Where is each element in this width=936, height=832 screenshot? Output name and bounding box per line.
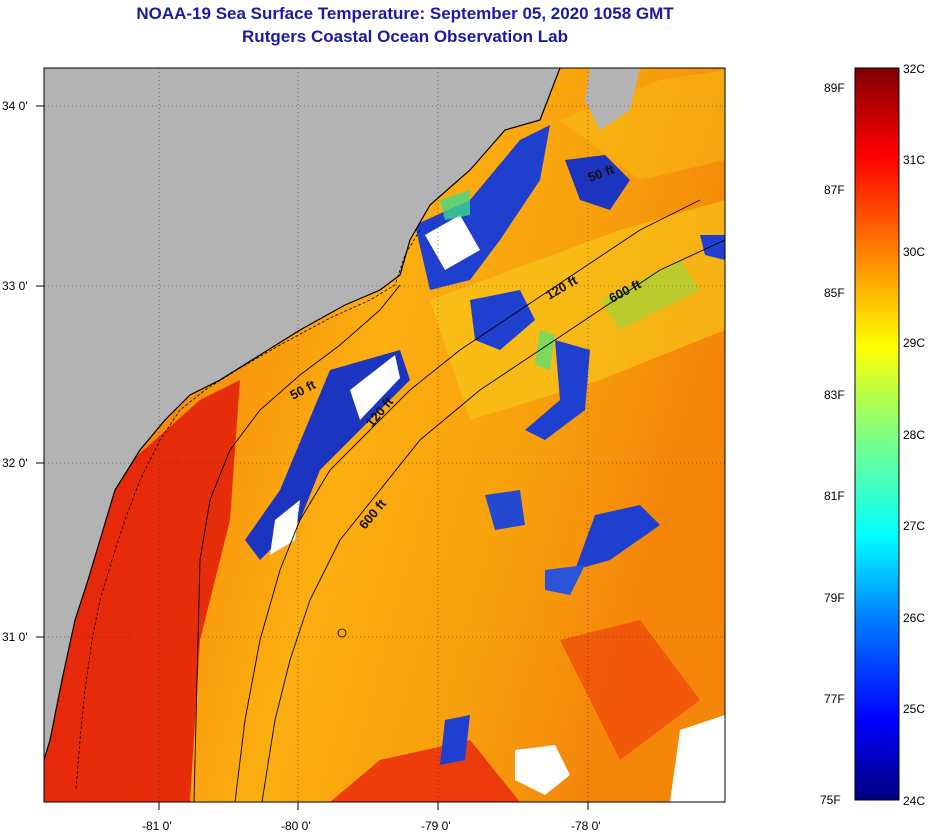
plot-frame [43,67,726,803]
colorbar-fahrenheit-label: 79F [824,591,845,605]
lon-tick-label: -81 0' [142,819,172,832]
contour-120ft [234,199,701,802]
colorbar-celsius-label: 25C [903,702,926,716]
lon-tick-label: -80 0' [281,819,311,832]
graticule [44,68,725,802]
colorbar-fahrenheit-label: 89F [824,81,845,95]
colorbar-fahrenheit-label: 83F [824,388,845,402]
coastline [44,68,561,761]
colorbar [854,67,900,801]
lon-tick-label: -78 0' [571,819,601,832]
colorbar-celsius-label: 27C [903,519,926,533]
colorbar-fahrenheit-label: 85F [824,286,845,300]
contour-50ft [193,284,401,802]
map-title: NOAA-19 Sea Surface Temperature: Septemb… [136,4,674,23]
lat-tick-label: 31 0' [2,630,28,644]
colorbar-celsius-label: 24C [903,794,926,808]
colorbar-fahrenheit-label: 81F [824,489,845,503]
colorbar-fahrenheit-label: 75F [820,793,841,807]
colorbar-celsius-label: 29C [903,336,926,350]
colorbar-celsius-label: 31C [903,153,926,167]
colorbar-celsius-label: 30C [903,245,926,259]
lat-tick-label: 33 0' [2,279,28,293]
colorbar-celsius-label: 26C [903,611,926,625]
lat-tick-label: 32 0' [2,456,28,470]
colorbar-celsius-label: 32C [903,62,926,76]
lon-tick-label: -79 0' [421,819,451,832]
colorbar-fahrenheit-label: 87F [824,183,845,197]
map-subtitle: Rutgers Coastal Ocean Observation Lab [242,27,568,46]
lat-tick-label: 34 0' [2,99,28,113]
warm-coastal-water [44,380,240,802]
colorbar-celsius-label: 28C [903,428,926,442]
land-mass [44,68,560,760]
contour-600ft [261,239,725,802]
colorbar-fahrenheit-label: 77F [824,692,845,706]
